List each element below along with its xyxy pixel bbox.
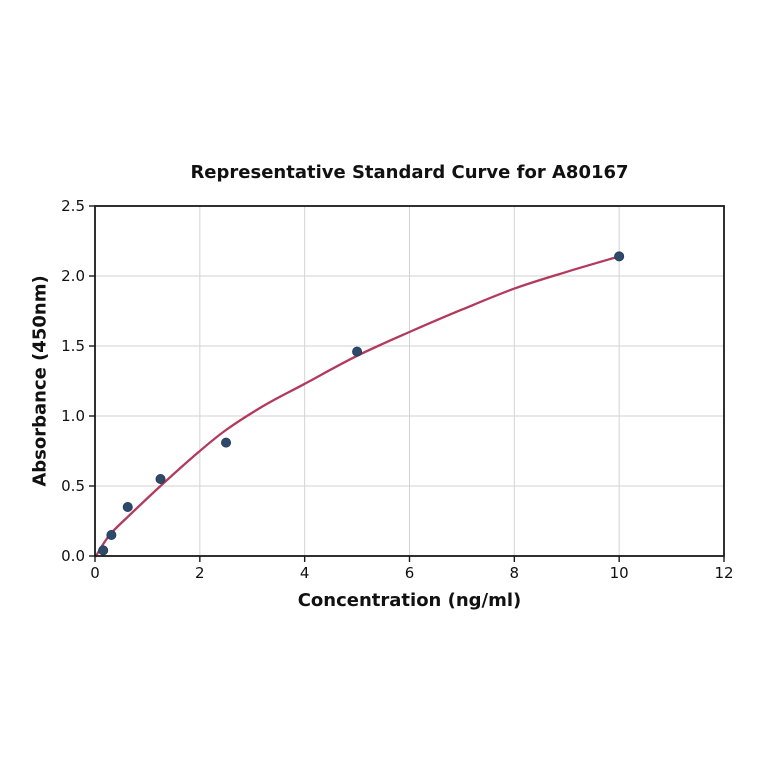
- x-tick-label: 4: [300, 564, 310, 582]
- fitted-curve: [94, 255, 621, 558]
- y-tick-label: 1.5: [61, 337, 85, 355]
- x-tick-label: 10: [610, 564, 629, 582]
- x-tick-label: 12: [714, 564, 733, 582]
- y-axis-label: Absorbance (450nm): [29, 275, 51, 487]
- chart-title: Representative Standard Curve for A80167: [190, 162, 629, 183]
- x-tick-label: 8: [510, 564, 520, 582]
- y-tick-label: 0.5: [61, 477, 85, 495]
- y-tick-label: 1.0: [61, 407, 85, 425]
- data-point: [106, 530, 117, 541]
- y-tick-label: 0.0: [61, 547, 85, 565]
- data-point: [352, 346, 363, 357]
- data-point: [614, 251, 625, 262]
- x-axis-label: Concentration (ng/ml): [297, 590, 522, 611]
- data-point: [221, 437, 232, 448]
- x-tick-label: 6: [405, 564, 415, 582]
- data-point: [98, 545, 109, 556]
- y-tick-label: 2.0: [61, 267, 85, 285]
- data-point: [122, 501, 133, 512]
- x-tick-label: 2: [195, 564, 205, 582]
- data-point: [155, 473, 166, 484]
- x-tick-label: 0: [90, 564, 100, 582]
- y-tick-label: 2.5: [61, 197, 85, 215]
